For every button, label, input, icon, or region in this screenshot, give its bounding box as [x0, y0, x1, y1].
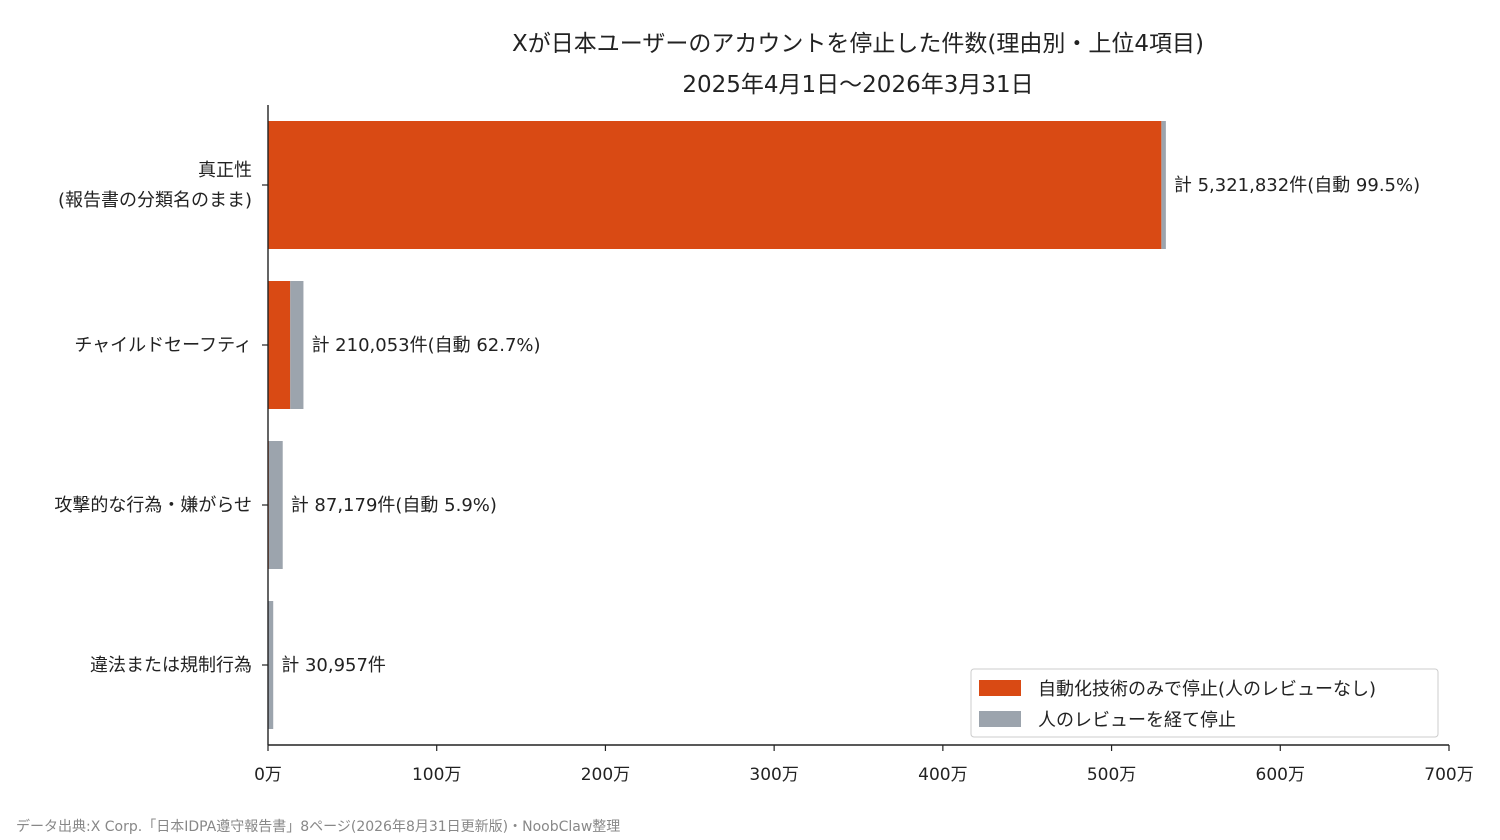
- data-label-0: 計 5,321,832件(自動 99.5%): [1174, 175, 1420, 196]
- legend-frame: [970, 668, 1439, 738]
- legend-swatch-automated: [979, 680, 1021, 696]
- x-axis: 0万 100万 200万 300万 400万 500万 600万 700万: [254, 744, 1474, 785]
- category-label-0-line-1: (報告書の分類名のまま): [58, 190, 252, 211]
- x-tick-label-4: 400万: [918, 765, 967, 785]
- x-tick-label-2: 200万: [581, 765, 630, 785]
- category-label-3: 違法または規制行為: [90, 655, 252, 676]
- category-label-1: チャイルドセーフティ: [74, 335, 252, 356]
- legend-swatch-human-review: [979, 711, 1021, 727]
- bar-human-review-0: [1161, 121, 1166, 249]
- category-label-2: 攻撃的な行為・嫌がらせ: [54, 495, 252, 516]
- chart-title: Xが日本ユーザーのアカウントを停止した件数(理由別・上位4項目): [512, 31, 1204, 57]
- bar-automated-1: [268, 281, 291, 409]
- source-note: データ出典:X Corp.「日本IDPA遵守報告書」8ページ(2026年8月31…: [16, 818, 620, 835]
- bar-human-review-1: [290, 281, 304, 409]
- data-labels-group: 計 5,321,832件(自動 99.5%) 計 210,053件(自動 62.7…: [281, 175, 1420, 676]
- bars-group: [268, 121, 1166, 729]
- data-label-1: 計 210,053件(自動 62.7%): [311, 335, 540, 356]
- x-tick-label-5: 500万: [1087, 765, 1136, 785]
- x-tick-label-3: 300万: [749, 765, 798, 785]
- x-tick-label-1: 100万: [412, 765, 461, 785]
- legend: 自動化技術のみで停止(人のレビューなし) 人のレビューを経て停止: [970, 668, 1439, 738]
- x-tick-label-0: 0万: [254, 765, 282, 785]
- x-tick-label-6: 600万: [1256, 765, 1305, 785]
- data-label-2: 計 87,179件(自動 5.9%): [291, 495, 497, 516]
- y-axis: 真正性 (報告書の分類名のまま) チャイルドセーフティ攻撃的な行為・嫌がらせ違法また…: [54, 105, 269, 745]
- bar-automated-0: [268, 121, 1162, 249]
- chart-subtitle: 2025年4月1日〜2026年3月31日: [682, 72, 1033, 98]
- bar-human-review-3: [268, 601, 274, 729]
- data-label-3: 計 30,957件: [281, 655, 386, 676]
- legend-label-automated: 自動化技術のみで停止(人のレビューなし): [1038, 679, 1376, 700]
- category-label-0-line-0: 真正性: [198, 160, 252, 181]
- x-tick-label-7: 700万: [1424, 765, 1473, 785]
- legend-label-human-review: 人のレビューを経て停止: [1038, 710, 1236, 731]
- bar-human-review-2: [268, 441, 283, 569]
